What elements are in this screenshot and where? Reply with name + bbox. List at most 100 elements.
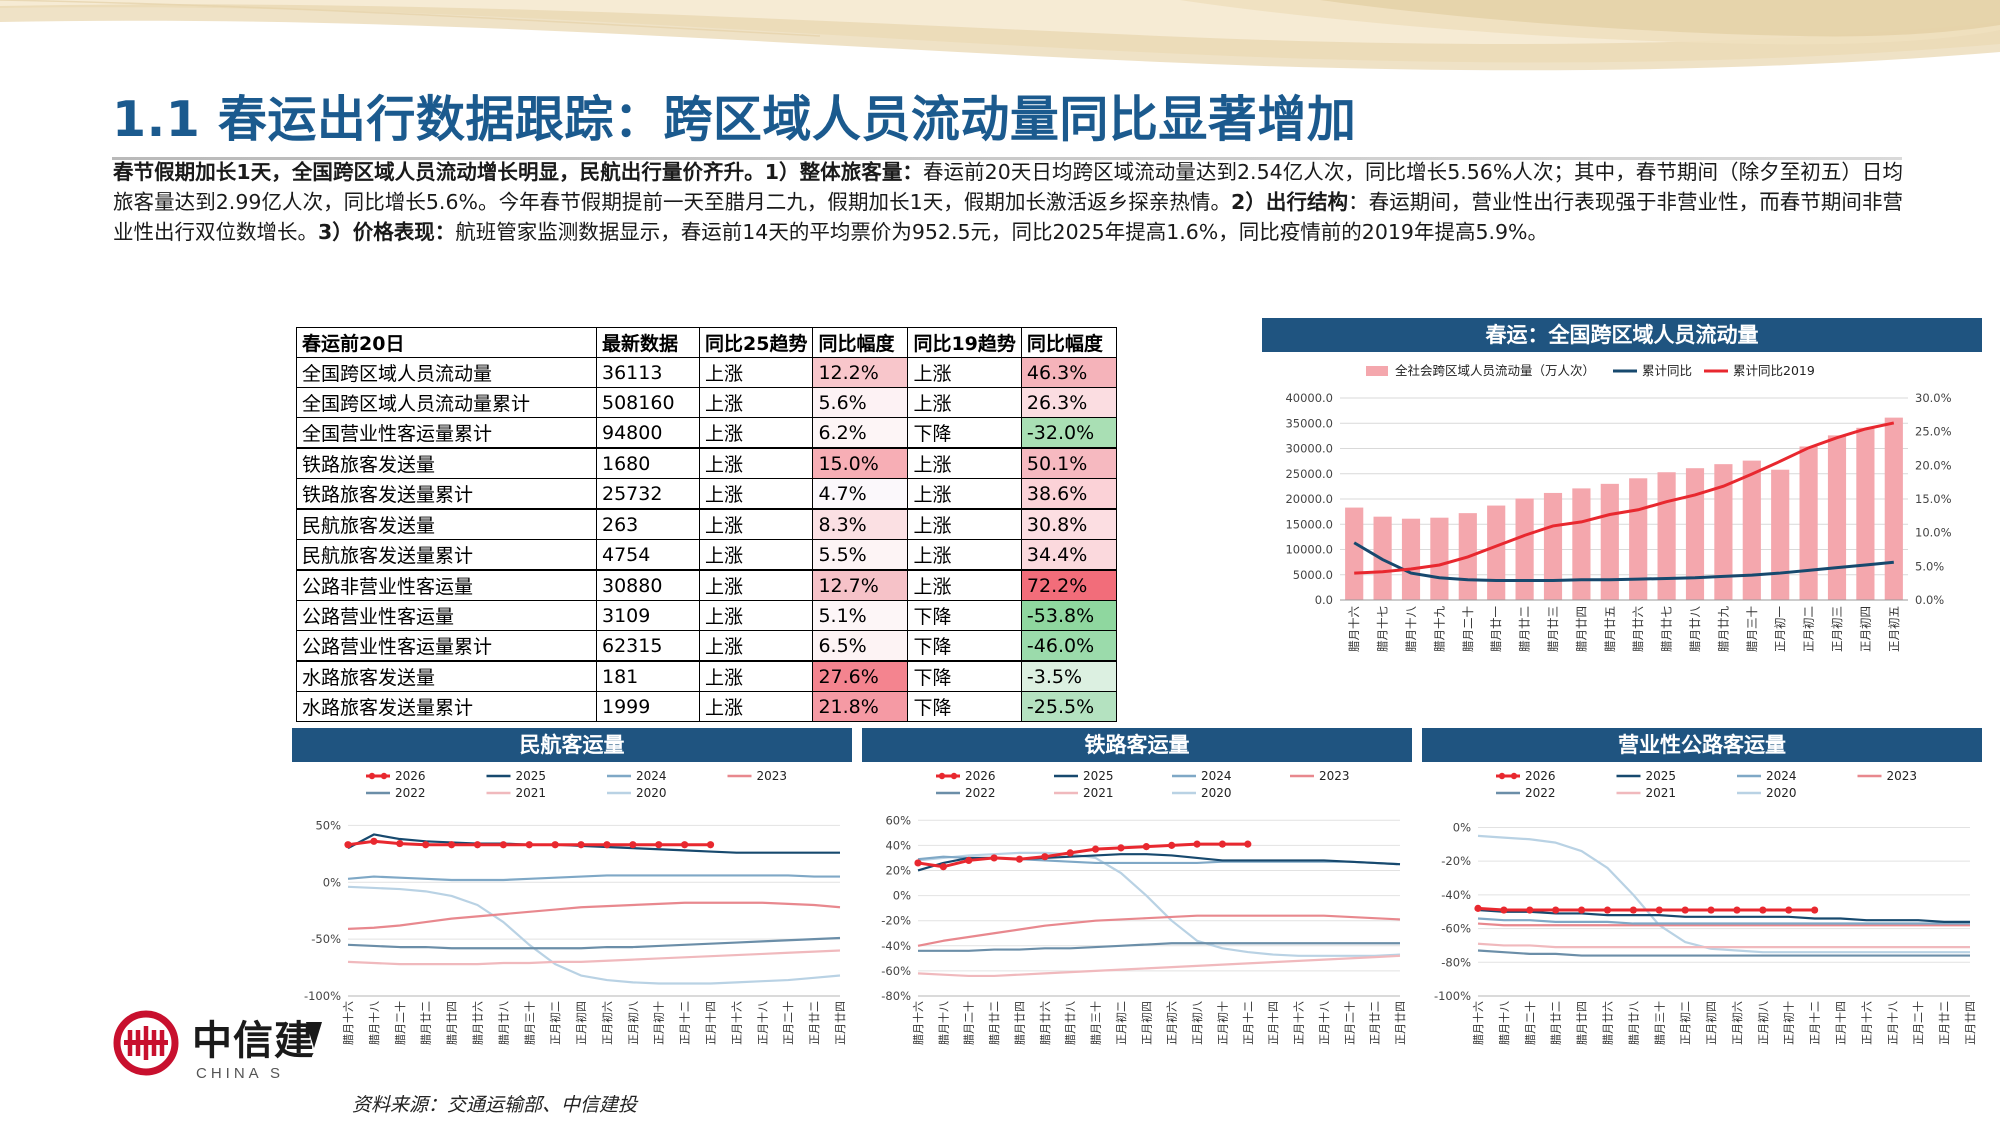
svg-text:正月廿四: 正月廿四 <box>834 1001 847 1045</box>
source-note: 资料来源：交通运输部、中信建投 <box>352 1094 638 1116</box>
cell-metric-name: 公路非营业性客运量 <box>296 569 597 601</box>
cell-latest-value: 3109 <box>596 600 700 631</box>
svg-text:5000.0: 5000.0 <box>1293 568 1333 582</box>
para-seg1-bold: 春节假期加长1天，全国跨区域人员流动增长明显，民航出行量价齐升。1）整体旅客量： <box>113 160 923 184</box>
svg-text:腊月廿四: 腊月廿四 <box>1576 1001 1589 1045</box>
svg-text:正月初十: 正月初十 <box>652 1001 666 1045</box>
cell-latest-value: 94800 <box>596 417 700 449</box>
svg-text:腊月廿七: 腊月廿七 <box>1660 606 1674 652</box>
cell-pct-2019: 72.2% <box>1020 569 1117 601</box>
svg-text:腊月廿四: 腊月廿四 <box>1574 606 1588 652</box>
svg-text:-60%: -60% <box>1441 922 1471 936</box>
cell-trend-2025: 上涨 <box>698 600 814 631</box>
svg-text:-40%: -40% <box>881 939 911 953</box>
cell-pct-2019: 46.3% <box>1020 357 1117 388</box>
cell-pct-2019: 26.3% <box>1020 387 1117 418</box>
svg-text:正月初六: 正月初六 <box>1730 1001 1744 1045</box>
cell-latest-value: 30880 <box>596 569 700 601</box>
cell-pct-2019: -3.5% <box>1020 660 1117 692</box>
cell-trend-2019: 上涨 <box>907 569 1022 601</box>
svg-text:正月初四: 正月初四 <box>1139 1001 1153 1045</box>
cell-pct-2025: 6.5% <box>812 630 909 662</box>
svg-text:正月廿四: 正月廿四 <box>1394 1001 1407 1045</box>
svg-text:正月廿四: 正月廿四 <box>1964 1001 1977 1045</box>
svg-text:30.0%: 30.0% <box>1915 391 1952 405</box>
cell-metric-name: 民航旅客发送量累计 <box>296 539 597 571</box>
summary-paragraph: 春节假期加长1天，全国跨区域人员流动增长明显，民航出行量价齐升。1）整体旅客量：… <box>113 157 1903 247</box>
para-seg2-normal: ：春运期间，营业性出行表现强于非营业性，而春节期间非营业性出行双位数增长。 <box>113 190 1904 244</box>
cell-metric-name: 水路旅客发送量 <box>296 660 597 692</box>
svg-text:正月初五: 正月初五 <box>1887 606 1901 652</box>
table-row: 公路营业性客运量 3109 上涨 5.1% 下降 -53.8% <box>296 600 1117 631</box>
svg-text:正月初二: 正月初二 <box>548 1001 562 1045</box>
svg-text:腊月廿六: 腊月廿六 <box>1039 1001 1052 1045</box>
svg-text:2022: 2022 <box>1525 786 1556 800</box>
cell-pct-2025: 6.2% <box>812 417 909 449</box>
svg-text:0.0: 0.0 <box>1315 593 1333 607</box>
svg-text:正月廿二: 正月廿二 <box>808 1001 821 1045</box>
svg-text:正月初三: 正月初三 <box>1830 606 1844 652</box>
para-seg2-bold: 2）出行结构 <box>1231 190 1349 214</box>
th-metric: 春运前20日 <box>296 327 597 358</box>
table-row: 铁路旅客发送量 1680 上涨 15.0% 上涨 50.1% <box>296 447 1117 479</box>
svg-text:腊月廿六: 腊月廿六 <box>1631 606 1645 652</box>
table-row: 民航旅客发送量累计 4754 上涨 5.5% 上涨 34.4% <box>296 539 1117 571</box>
th-latest: 最新数据 <box>596 327 700 358</box>
svg-text:腊月廿四: 腊月廿四 <box>446 1001 459 1045</box>
th-pct19: 同比幅度 <box>1020 327 1117 358</box>
svg-text:腊月二十: 腊月二十 <box>1461 606 1475 652</box>
svg-text:腊月廿六: 腊月廿六 <box>1601 1001 1614 1045</box>
svg-text:-80%: -80% <box>881 989 911 1003</box>
svg-text:25000.0: 25000.0 <box>1285 467 1333 481</box>
cell-pct-2025: 12.2% <box>812 357 909 388</box>
svg-text:腊月廿九: 腊月廿九 <box>1716 606 1730 652</box>
svg-text:正月十八: 正月十八 <box>1317 1001 1331 1045</box>
svg-text:0%: 0% <box>1453 820 1471 834</box>
cell-pct-2025: 27.6% <box>812 660 909 692</box>
svg-text:中信建: 中信建 <box>192 1018 315 1064</box>
table-row: 公路非营业性客运量 30880 上涨 12.7% 上涨 72.2% <box>296 569 1117 601</box>
cell-pct-2019: -46.0% <box>1020 630 1117 662</box>
cell-trend-2019: 上涨 <box>907 447 1022 479</box>
svg-text:腊月廿二: 腊月廿二 <box>420 1001 433 1045</box>
svg-text:CHINA S: CHINA S <box>196 1065 284 1082</box>
svg-text:60%: 60% <box>885 813 911 827</box>
cell-trend-2019: 上涨 <box>907 508 1022 540</box>
svg-text:2026: 2026 <box>1525 769 1556 783</box>
chart-panel-rail: 铁路客运量 2026 2025 2024 2023 2022 2021 2020 60% 40%… <box>862 728 1412 1122</box>
cell-metric-name: 全国跨区域人员流动量 <box>296 357 597 388</box>
cell-trend-2025: 上涨 <box>698 387 814 418</box>
svg-text:2023: 2023 <box>1887 769 1918 783</box>
svg-text:正月十四: 正月十四 <box>704 1001 718 1045</box>
table-row: 水路旅客发送量 181 上涨 27.6% 下降 -3.5% <box>296 660 1117 692</box>
svg-text:正月廿二: 正月廿二 <box>1369 1001 1382 1045</box>
cell-trend-2025: 上涨 <box>698 539 814 571</box>
svg-text:正月初一: 正月初一 <box>1773 606 1787 652</box>
cell-trend-2025: 上涨 <box>698 630 814 662</box>
svg-text:-20%: -20% <box>1441 854 1471 868</box>
cell-pct-2019: 30.8% <box>1020 508 1117 540</box>
svg-text:正月初四: 正月初四 <box>574 1001 588 1045</box>
table-row: 全国跨区域人员流动量累计 508160 上涨 5.6% 上涨 26.3% <box>296 387 1117 418</box>
table-row: 水路旅客发送量累计 1999 上涨 21.8% 下降 -25.5% <box>296 691 1117 722</box>
para-seg1-normal: 春运前20天日均跨区域流动量达到2.54亿人次，同比增长5.56%人次；其中，春… <box>113 160 1903 214</box>
cell-latest-value: 25732 <box>596 478 700 510</box>
svg-text:10.0%: 10.0% <box>1915 526 1952 540</box>
chart-panel-air: 民航客运量 2026 2025 2024 2023 2022 2021 2020 50% 0% -… <box>292 728 852 1122</box>
svg-text:腊月廿八: 腊月廿八 <box>1064 1001 1077 1045</box>
chart-plot-national-flow: 全社会跨区域人员流动量（万人次） 累计同比 累计同比2019 0.0 5000.0 100… <box>1262 352 1982 740</box>
svg-text:腊月二十: 腊月二十 <box>962 1001 976 1045</box>
svg-text:-60%: -60% <box>881 964 911 978</box>
svg-text:25.0%: 25.0% <box>1915 425 1952 439</box>
svg-text:2020: 2020 <box>1766 786 1797 800</box>
header-decoration <box>0 0 2000 80</box>
svg-text:2024: 2024 <box>636 769 667 783</box>
chart-plot-rail: 2026 2025 2024 2023 2022 2021 2020 60% 40% 20% 0% -… <box>862 762 1412 1122</box>
table-row: 公路营业性客运量累计 62315 上涨 6.5% 下降 -46.0% <box>296 630 1117 662</box>
cell-pct-2019: -32.0% <box>1020 417 1117 449</box>
cell-metric-name: 公路营业性客运量累计 <box>296 630 597 662</box>
svg-text:正月初六: 正月初六 <box>1165 1001 1179 1045</box>
cell-trend-2019: 下降 <box>907 630 1022 662</box>
cell-trend-2025: 上涨 <box>698 691 814 722</box>
svg-text:0.0%: 0.0% <box>1915 593 1944 607</box>
